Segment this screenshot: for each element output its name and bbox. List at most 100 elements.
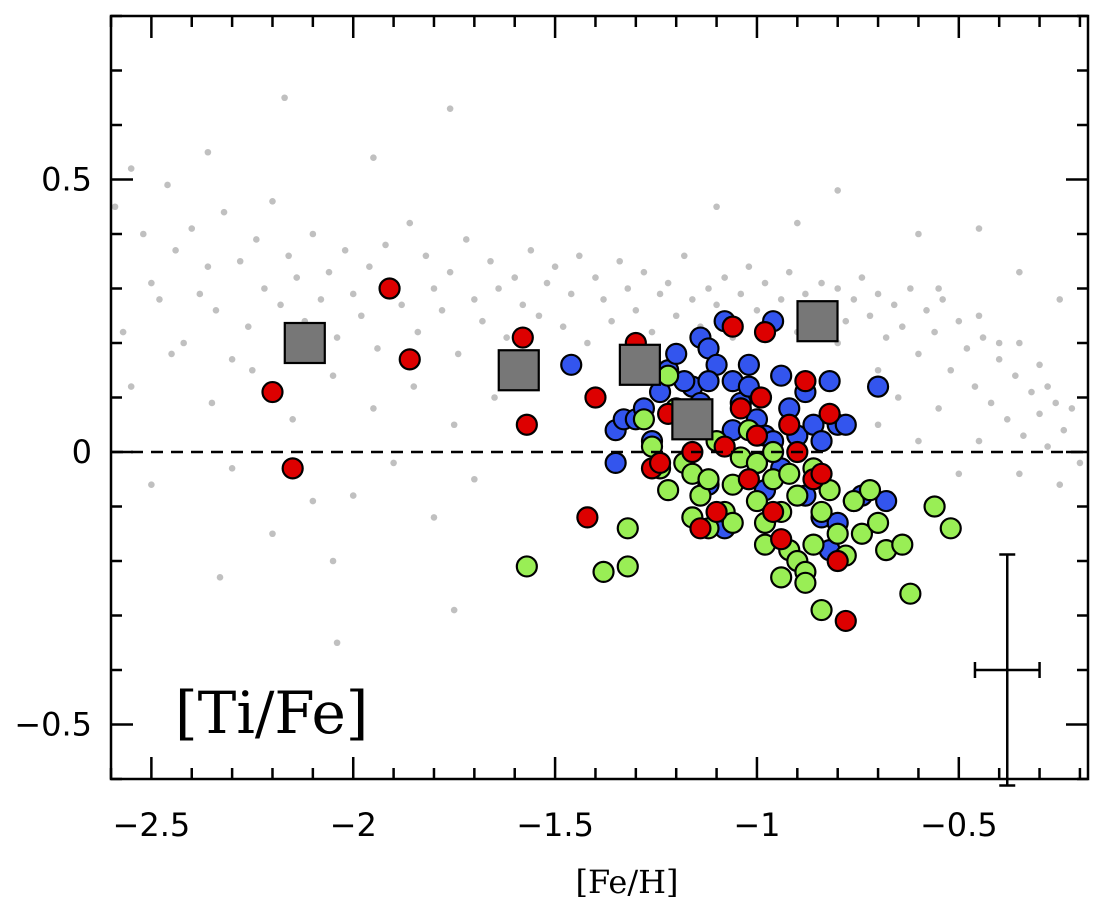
gray-point: [454, 350, 462, 358]
square-point: [671, 398, 714, 441]
red-point: [721, 315, 744, 338]
gray-point: [471, 475, 478, 483]
gray-point: [745, 263, 753, 271]
gray-point: [511, 274, 519, 281]
green-point: [923, 495, 946, 518]
gray-point: [975, 437, 983, 445]
gray-point: [1052, 399, 1060, 407]
gray-point: [495, 285, 502, 292]
gray-point: [293, 274, 301, 281]
red-point: [749, 386, 773, 409]
red-point: [281, 457, 304, 480]
gray-point: [309, 230, 317, 238]
gray-point: [543, 279, 551, 287]
red-point: [834, 609, 857, 633]
gray-point: [208, 399, 216, 407]
gray-point: [329, 557, 337, 565]
gray-point: [462, 236, 470, 243]
gray-point: [309, 497, 317, 505]
gray-point: [907, 285, 914, 292]
gray-point: [858, 274, 866, 281]
gray-point: [866, 312, 874, 320]
gray-point: [450, 421, 458, 429]
gray-point: [753, 307, 761, 314]
gray-point: [216, 574, 224, 581]
gray-point: [616, 257, 623, 265]
gray-point: [818, 279, 825, 287]
gray-point: [947, 366, 955, 374]
gray-point: [269, 530, 276, 538]
gray-point: [317, 296, 325, 303]
panel-label: [Ti/Fe]: [175, 679, 368, 747]
gray-point: [236, 257, 244, 265]
gray-point: [491, 394, 498, 401]
blue-point: [737, 353, 760, 376]
blue-point: [697, 370, 720, 393]
red-point: [576, 506, 599, 529]
gray-point: [785, 268, 793, 276]
gray-point: [374, 345, 381, 352]
gray-point: [640, 268, 648, 276]
red-point: [398, 348, 421, 371]
gray-point: [551, 263, 559, 271]
red-point: [511, 326, 534, 349]
gray-point: [261, 285, 268, 292]
gray-point: [349, 492, 357, 499]
gray-point: [850, 296, 858, 303]
series-squares: [283, 300, 839, 441]
green-point: [826, 522, 849, 545]
x-tick-label: −0.5: [920, 806, 998, 844]
gray-point: [390, 459, 397, 467]
green-point: [745, 489, 769, 513]
gray-point: [915, 230, 922, 238]
square-point: [618, 343, 661, 386]
green-point: [866, 511, 890, 534]
x-tick-label: −2: [330, 806, 377, 844]
y-tick-label: 0: [72, 433, 92, 471]
x-axis-title: [Fe/H]: [575, 863, 678, 901]
gray-point: [794, 219, 801, 227]
error-bar: [973, 553, 1041, 787]
gray-point: [422, 252, 430, 260]
gray-point: [333, 639, 341, 647]
gray-point: [705, 285, 712, 292]
gray-point: [995, 356, 1003, 363]
red-point: [761, 500, 785, 524]
gray-point: [527, 247, 535, 254]
blue-point: [665, 342, 688, 365]
gray-point: [1068, 405, 1076, 412]
red-point: [745, 424, 769, 447]
gray-point: [1016, 268, 1023, 276]
gray-point: [253, 236, 260, 243]
gray-point: [955, 470, 963, 478]
tick-labels: −2.5 −2 −1.5 −1 −0.5 0.5 0 −0.5: [14, 161, 997, 845]
gray-point: [168, 350, 175, 358]
gray-point: [608, 317, 615, 325]
gray-point: [777, 296, 785, 303]
gray-point: [535, 312, 543, 320]
green-point: [850, 522, 874, 545]
gray-point: [1003, 416, 1011, 423]
gray-point: [1056, 481, 1064, 489]
gray-point: [438, 307, 446, 314]
square-point: [497, 349, 540, 392]
gray-point: [576, 252, 583, 260]
green-point: [657, 364, 680, 387]
gray-point: [915, 350, 922, 358]
blue-point: [866, 375, 890, 398]
x-tick-label: −1.5: [516, 806, 594, 844]
gray-point: [148, 279, 155, 287]
gray-point: [358, 312, 365, 320]
points-layer: [261, 277, 962, 633]
green-point: [770, 566, 793, 589]
x-tick-label: −1: [733, 806, 780, 844]
green-point: [657, 479, 680, 502]
gray-point: [882, 334, 890, 341]
gray-point: [366, 263, 373, 271]
gray-point: [325, 268, 333, 276]
series-gray-background: [111, 94, 1084, 647]
blue-point: [818, 370, 841, 393]
gray-point: [584, 339, 591, 347]
gray-point: [349, 290, 357, 298]
